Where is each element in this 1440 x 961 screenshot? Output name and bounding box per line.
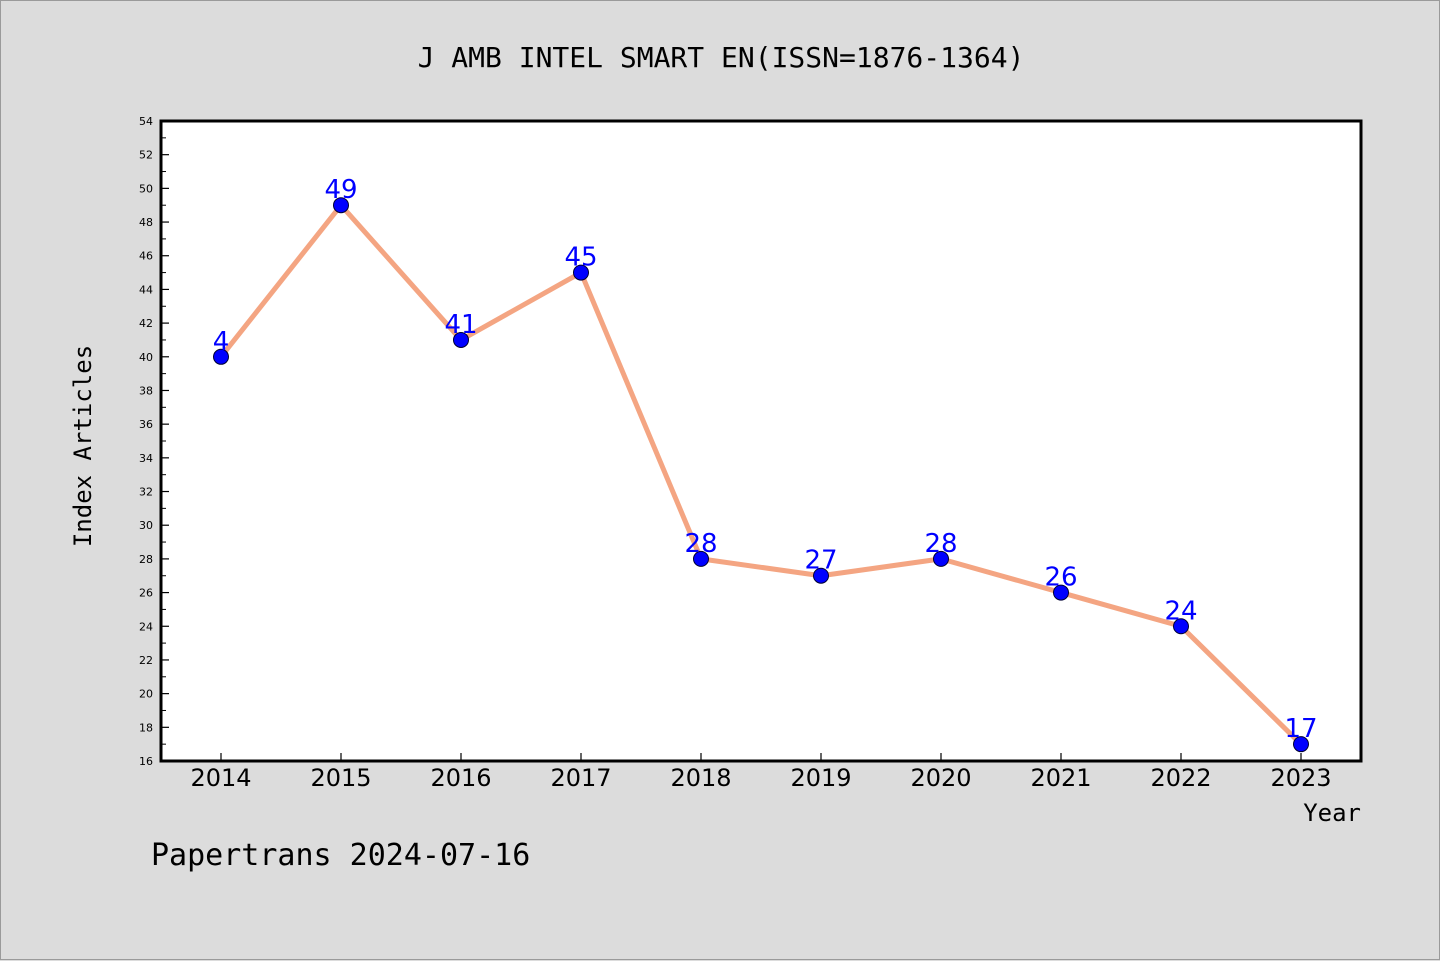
data-point bbox=[213, 348, 229, 365]
data-point bbox=[573, 264, 589, 281]
y-tick-label: 20 bbox=[139, 688, 153, 701]
data-label: 27 bbox=[804, 546, 837, 576]
data-label: 4 bbox=[213, 327, 230, 357]
x-axis: 2014 2015 2016 2017 2018 2019 2020 2021 2022 2023 bbox=[190, 753, 1332, 792]
x-tick-label: 2014 bbox=[190, 764, 251, 792]
data-point bbox=[333, 197, 349, 214]
y-tick-label: 32 bbox=[139, 486, 153, 499]
y-tick-label: 46 bbox=[139, 250, 153, 263]
y-tick-label: 48 bbox=[139, 216, 153, 229]
y-tick-label: 34 bbox=[139, 452, 153, 465]
data-point bbox=[813, 567, 829, 584]
y-tick-label: 44 bbox=[139, 283, 153, 296]
data-point bbox=[933, 550, 949, 567]
y-tick-label: 52 bbox=[139, 149, 153, 162]
data-point bbox=[1293, 736, 1309, 753]
y-tick-label: 26 bbox=[139, 587, 153, 600]
x-tick-label: 2023 bbox=[1270, 764, 1331, 792]
data-label: 41 bbox=[444, 310, 477, 340]
x-tick-label: 2019 bbox=[790, 764, 851, 792]
x-tick-label: 2021 bbox=[1030, 764, 1091, 792]
y-tick-label: 50 bbox=[139, 182, 153, 195]
y-tick-label: 24 bbox=[139, 620, 153, 633]
footer-credit: Papertrans 2024-07-16 bbox=[151, 838, 530, 873]
data-label: 28 bbox=[924, 529, 957, 559]
data-label: 24 bbox=[1164, 596, 1197, 626]
y-tick-label: 36 bbox=[139, 418, 153, 431]
data-point bbox=[1173, 618, 1189, 635]
x-axis-label: Year bbox=[1303, 799, 1361, 827]
data-label: 26 bbox=[1044, 563, 1077, 593]
y-axis: 16 18 20 22 24 26 28 30 32 34 36 38 40 42 44 46 48 50 52 54 bbox=[139, 115, 169, 768]
series-markers bbox=[213, 197, 1309, 753]
x-tick-label: 2015 bbox=[310, 764, 371, 792]
data-point bbox=[1053, 584, 1069, 601]
data-label: 17 bbox=[1284, 714, 1317, 744]
y-tick-label: 42 bbox=[139, 317, 153, 330]
x-tick-label: 2017 bbox=[550, 764, 611, 792]
data-point bbox=[693, 550, 709, 567]
y-tick-label: 28 bbox=[139, 553, 153, 566]
data-label: 28 bbox=[684, 529, 717, 559]
data-label: 49 bbox=[324, 175, 357, 205]
y-axis-label: Index Articles bbox=[69, 345, 97, 547]
x-tick-label: 2022 bbox=[1150, 764, 1211, 792]
x-tick-label: 2020 bbox=[910, 764, 971, 792]
plot-area bbox=[159, 119, 1363, 763]
y-tick-label: 22 bbox=[139, 654, 153, 667]
data-point bbox=[453, 331, 469, 348]
series-line bbox=[219, 202, 1303, 746]
chart-title: J AMB INTEL SMART EN(ISSN=1876-1364) bbox=[418, 41, 1025, 74]
data-labels: 4 49 41 45 28 27 28 26 24 17 bbox=[213, 175, 1318, 744]
y-tick-label: 40 bbox=[139, 351, 153, 364]
data-label: 45 bbox=[564, 243, 597, 273]
y-tick-label: 38 bbox=[139, 384, 153, 397]
y-tick-label: 54 bbox=[139, 115, 153, 128]
x-tick-label: 2018 bbox=[670, 764, 731, 792]
y-tick-label: 30 bbox=[139, 519, 153, 532]
x-tick-label: 2016 bbox=[430, 764, 491, 792]
y-tick-label: 18 bbox=[139, 721, 153, 734]
series-path bbox=[219, 202, 1303, 746]
y-tick-label: 16 bbox=[139, 755, 153, 768]
